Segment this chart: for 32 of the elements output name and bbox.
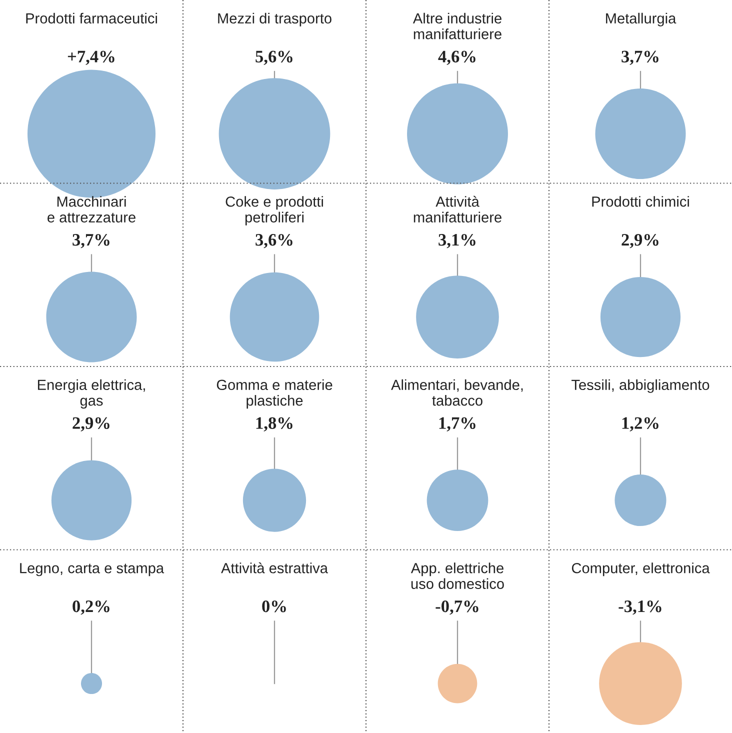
category-label: Prodotti farmaceutici [26, 12, 157, 24]
category-label: Energia elettrica, gas [38, 379, 145, 409]
category-label: App. elettriche uso domestico [410, 562, 504, 589]
data-label: 3,6% [256, 234, 292, 248]
category-label: Gomma e materie plastiche [216, 379, 332, 409]
category-label: Alimentari, bevande, tabacco [391, 379, 523, 406]
data-label: 4,6% [438, 50, 476, 65]
data-label: 3,1% [438, 234, 476, 248]
data-label: 1,2% [622, 417, 658, 432]
data-label: 0% [262, 600, 286, 612]
data-label: 3,7% [622, 50, 658, 65]
data-label: 1,8% [256, 417, 292, 432]
category-label: Legno, carta e stampa [20, 563, 164, 576]
category-label: Mezzi di trasporto [218, 12, 332, 26]
data-label: -0,7% [436, 600, 478, 615]
category-label: Altre industrie manifatturiere [412, 12, 502, 40]
category-label: Tessili, abbigliamento [572, 379, 710, 393]
data-label: 3,7% [72, 234, 110, 248]
data-label: 5,6% [256, 50, 292, 65]
category-label: Computer, elettronica [572, 562, 710, 576]
data-label: 1,7% [439, 417, 476, 432]
category-label: Coke e prodotti petroliferi [226, 196, 323, 226]
category-label: Metallurgia [606, 12, 676, 26]
data-label: 0,2% [72, 600, 110, 615]
category-label: Prodotti chimici [592, 196, 689, 207]
category-label: Macchinari e attrezzature [48, 196, 136, 222]
data-label: +7,4% [68, 50, 114, 65]
data-label: 2,9% [72, 417, 110, 432]
data-label: 2,9% [622, 234, 658, 248]
data-label: -3,1% [618, 600, 662, 615]
category-label: Attività estrattiva [221, 562, 328, 574]
category-label: Attività manifatturiere [414, 196, 502, 222]
